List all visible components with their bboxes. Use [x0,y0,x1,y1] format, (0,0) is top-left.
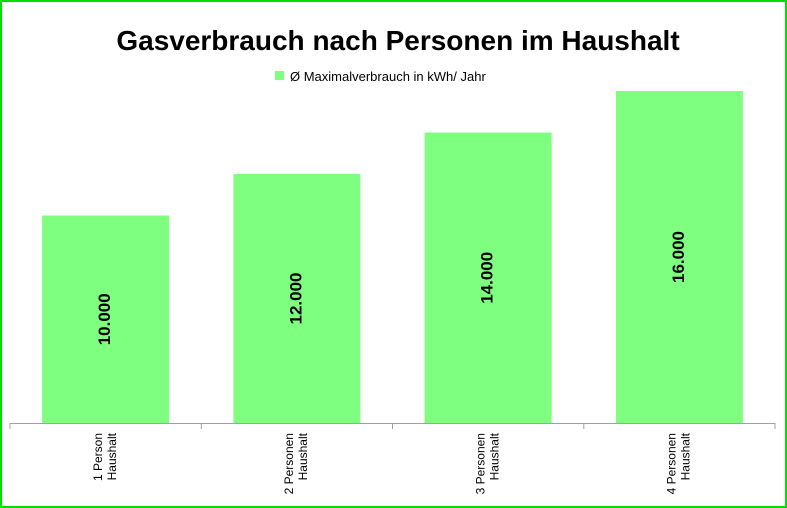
bar-data-label: 12.000 [286,273,305,325]
bar [42,215,170,423]
bar [424,132,552,423]
bar [615,91,743,423]
x-tick-label: Haushalt [679,432,693,480]
bar [233,174,361,423]
x-axis-ticks [9,423,776,429]
legend-label: Ø Maximalverbrauch in kWh/ Jahr [290,69,486,84]
x-tick-label: 4 Personen [665,433,679,494]
legend-swatch [275,71,284,80]
x-tick-label: 1 Person [91,433,105,481]
bar-data-label: 14.000 [478,252,497,304]
x-tick-label: Haushalt [487,432,501,480]
chart-title: Gasverbrauch nach Personen im Haushalt [116,25,679,56]
x-tick-label: 3 Personen [473,433,487,494]
x-tick-label: Haushalt [296,432,310,480]
x-axis-tick-labels: 1 Person Haushalt 2 Personen Haushalt 3 Pers… [91,432,693,494]
bar-data-label: 16.000 [669,231,688,283]
bar-data-label: 10.000 [95,293,114,345]
x-tick-label: Haushalt [105,432,119,480]
x-tick-label: 2 Personen [282,433,296,494]
legend: Ø Maximalverbrauch in kWh/ Jahr [275,69,486,84]
bars [42,91,743,423]
data-labels: 10.000 12.000 14.000 16.000 [95,231,688,345]
